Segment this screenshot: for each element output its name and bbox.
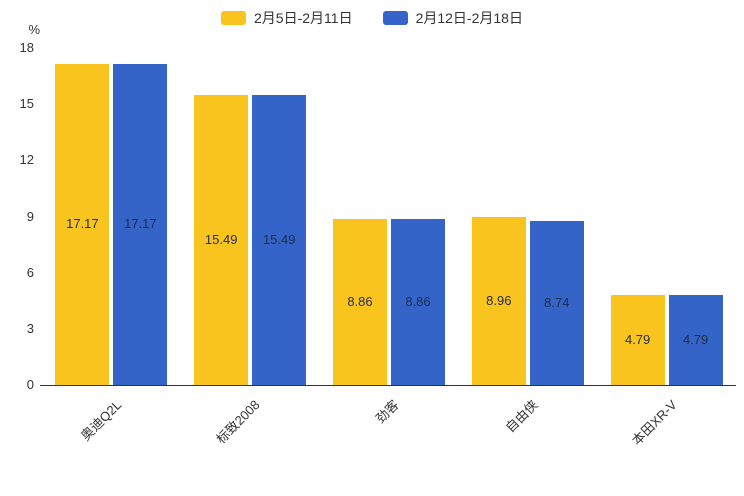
legend-label: 2月5日-2月11日 — [254, 10, 353, 26]
legend-swatch-icon — [221, 11, 247, 25]
bar-series2-cat3 — [391, 219, 445, 385]
bar-series1-cat4 — [471, 217, 526, 385]
bar-value-label: 8.86 — [347, 294, 373, 310]
y-axis-tick-label: 12 — [19, 152, 34, 168]
legend-swatch-icon — [382, 11, 408, 25]
x-axis-category-label: 自由侠 — [502, 397, 541, 436]
x-axis-category-label: 奥迪Q2L — [77, 397, 125, 444]
bar-value-label: 17.17 — [66, 216, 99, 232]
y-axis-tick-label: 0 — [26, 377, 34, 392]
bar-series2-cat2 — [252, 94, 307, 385]
legend-label: 2月12日-2月18日 — [415, 10, 523, 26]
bar-series2-cat5 — [668, 295, 723, 385]
legend-item-2[interactable]: 2月12日-2月18日 — [382, 8, 523, 28]
y-axis-tick-label: 3 — [26, 320, 34, 336]
y-axis-unit-label: % — [28, 22, 40, 37]
bar-value-label: 4.79 — [624, 332, 651, 348]
bar-series1-cat1 — [55, 63, 110, 385]
bar-series2-cat4 — [529, 221, 584, 385]
bar-value-label: 15.49 — [262, 231, 296, 247]
bar-value-label: 8.86 — [405, 294, 431, 310]
bar-value-label: 17.17 — [124, 216, 157, 232]
x-axis-line — [40, 385, 736, 386]
bar-value-label: 4.79 — [682, 332, 709, 348]
x-axis-category-label: 劲客 — [372, 397, 402, 427]
bar-series1-cat3 — [333, 219, 387, 385]
bar-value-label: 8.96 — [486, 293, 512, 309]
chart-legend: 2月5日-2月11日 2月12日-2月18日 — [0, 8, 744, 28]
bar-series1-cat2 — [194, 94, 249, 385]
x-axis-category-label: 本田XR-V — [628, 397, 680, 449]
x-axis-category-label: 标致2008 — [213, 397, 263, 447]
legend-item-1[interactable]: 2月5日-2月11日 — [221, 8, 353, 28]
y-axis-tick-label: 18 — [19, 40, 34, 55]
y-axis-tick-label: 6 — [26, 264, 34, 280]
bar-value-label: 8.74 — [544, 295, 570, 311]
bar-series2-cat1 — [113, 63, 168, 385]
bar-series1-cat5 — [610, 295, 665, 385]
y-axis-tick-label: 15 — [19, 96, 34, 112]
bar-value-label: 15.49 — [204, 231, 238, 247]
y-axis-tick-label: 9 — [26, 208, 34, 224]
